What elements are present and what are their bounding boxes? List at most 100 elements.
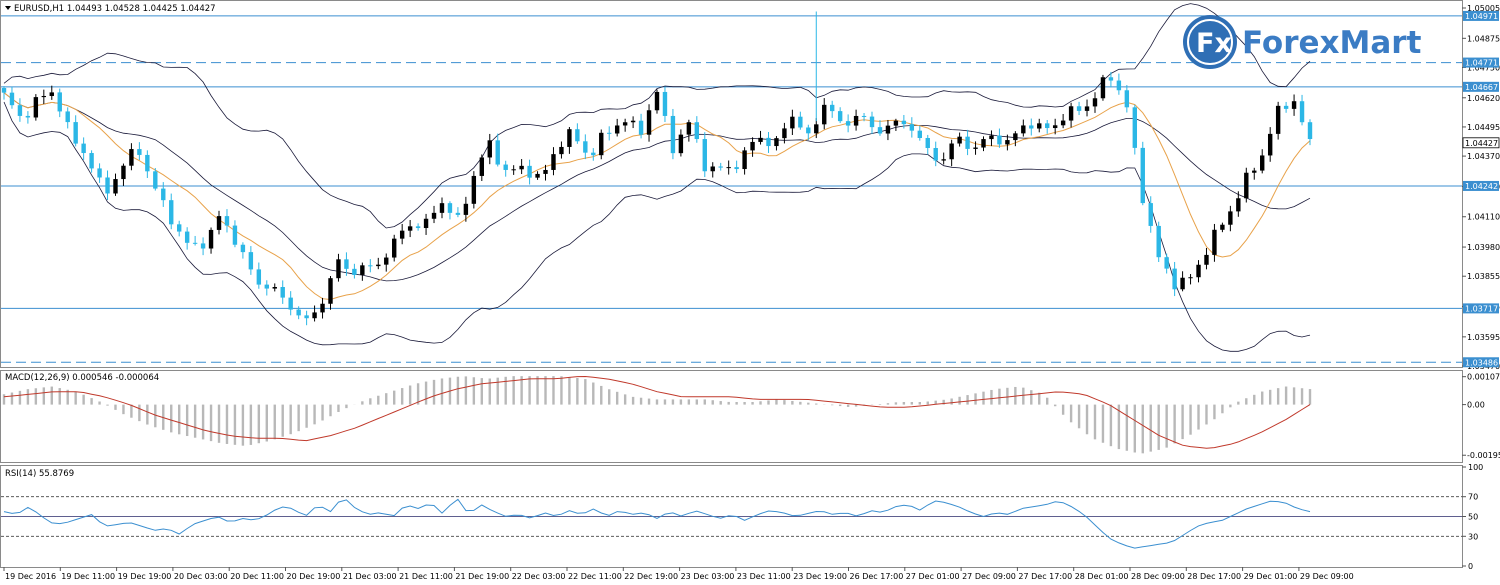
candle-body-43 [344, 259, 349, 269]
price-tick-label-9: 1.03855 [1467, 272, 1500, 281]
candle-body-3 [25, 115, 31, 118]
time-label-16: 27 Dec 01:00 [906, 572, 960, 581]
candle-body-129 [1029, 125, 1034, 129]
time-label-23: 29 Dec 09:00 [1300, 572, 1354, 581]
svg-text:Fx: Fx [1196, 28, 1232, 59]
candle-body-10 [81, 143, 86, 154]
candle-body-36 [288, 297, 293, 310]
candle-body-146 [1164, 257, 1169, 269]
time-label-21: 28 Dec 17:00 [1187, 572, 1241, 581]
price-tick-label-5: 1.04370 [1467, 152, 1500, 161]
candle-body-124 [989, 135, 994, 140]
candle-body-45 [360, 265, 365, 275]
candle-body-50 [399, 230, 405, 239]
candle-body-110 [877, 127, 883, 134]
candle-body-126 [1005, 140, 1010, 145]
macd-tick-label-2: -0.001957 [1467, 451, 1500, 460]
candle-body-89 [710, 166, 715, 172]
candle-body-128 [1021, 125, 1026, 134]
candle-body-26 [208, 229, 214, 249]
candle-body-144 [1148, 203, 1153, 226]
candle-body-83 [662, 91, 668, 116]
candle-body-164 [1307, 122, 1313, 140]
candle-body-70 [559, 146, 564, 155]
rsi-tick-label-3: 30 [1468, 532, 1478, 541]
candle-body-25 [200, 243, 206, 249]
candle-body-131 [1045, 123, 1050, 129]
level-tag-label-2: 1.04667 [1465, 83, 1498, 92]
price-tick-label-7: 1.04110 [1467, 213, 1500, 222]
candle-body-27 [216, 216, 222, 230]
candle-body-86 [686, 122, 692, 135]
candle-body-68 [543, 169, 548, 174]
candle-body-130 [1037, 123, 1042, 129]
candle-body-91 [726, 167, 731, 169]
candle-body-30 [240, 244, 246, 253]
candle-body-8 [65, 111, 70, 123]
candle-body-4 [33, 97, 39, 118]
time-label-0: 19 Dec 2016 [5, 572, 56, 581]
candle-body-122 [973, 147, 978, 149]
candle-body-69 [551, 154, 556, 170]
candle-body-133 [1060, 120, 1066, 126]
candle-body-118 [941, 159, 946, 161]
time-label-4: 20 Dec 11:00 [230, 572, 284, 581]
candle-body-7 [57, 92, 62, 112]
rsi-line [3, 498, 1311, 549]
candle-body-136 [1084, 106, 1090, 111]
current-price-tag [1462, 137, 1500, 149]
chart-menu-triangle-icon[interactable] [5, 6, 11, 10]
price-axis: 1.05005 1.04875 1.04750 1.04620 1.04495 1.043… [1462, 4, 1500, 371]
time-label-2: 19 Dec 19:00 [118, 572, 172, 581]
time-label-3: 20 Dec 03:00 [174, 572, 228, 581]
candle-body-58 [463, 203, 469, 215]
candle-body-153 [1220, 224, 1225, 230]
candle-body-120 [957, 136, 962, 144]
candle-body-59 [471, 175, 477, 204]
candle-body-15 [121, 165, 126, 180]
candle-body-1 [9, 92, 15, 106]
macd-title: MACD(12,26,9) 0.000546 -0.000064 [5, 373, 159, 383]
candle-body-137 [1092, 98, 1098, 107]
rsi-indicator: 100 70 50 30 0 [1, 463, 1483, 571]
candle-body-18 [145, 154, 150, 172]
forexmart-logo: Fx ForexMart [1183, 15, 1422, 69]
candle-body-12 [97, 168, 102, 178]
time-label-6: 21 Dec 03:00 [343, 572, 397, 581]
candle-body-152 [1212, 229, 1217, 255]
time-label-12: 23 Dec 03:00 [681, 572, 735, 581]
candle-body-54 [431, 212, 437, 219]
candle-body-60 [479, 157, 485, 176]
candle-body-28 [224, 216, 230, 226]
candle-body-62 [495, 140, 500, 165]
candle-body-92 [734, 167, 739, 170]
candle-body-78 [622, 122, 628, 126]
candle-body-150 [1196, 264, 1201, 278]
candle-body-65 [519, 165, 524, 170]
candle-body-55 [439, 203, 445, 213]
candle-body-11 [89, 153, 94, 169]
time-label-22: 29 Dec 01:00 [1244, 572, 1298, 581]
candle-body-81 [646, 110, 652, 135]
candle-body-151 [1204, 254, 1209, 265]
candle-body-139 [1108, 77, 1114, 81]
candle-body-24 [192, 242, 198, 244]
candle-body-2 [17, 105, 23, 116]
candle-body-49 [392, 238, 397, 258]
time-label-8: 21 Dec 19:00 [455, 572, 509, 581]
candle-body-79 [630, 120, 636, 123]
candle-body-132 [1052, 125, 1058, 129]
price-tick-label-11: 1.03595 [1467, 333, 1500, 342]
candle-body-99 [790, 116, 795, 129]
candle-body-76 [607, 132, 612, 134]
candle-body-84 [670, 115, 676, 154]
candle-body-80 [638, 120, 644, 135]
candle-body-117 [933, 148, 938, 161]
candle-body-17 [137, 149, 142, 155]
candle-body-34 [272, 287, 277, 289]
candle-body-5 [41, 95, 47, 98]
candle-body-112 [893, 120, 899, 126]
candle-body-20 [161, 188, 166, 201]
